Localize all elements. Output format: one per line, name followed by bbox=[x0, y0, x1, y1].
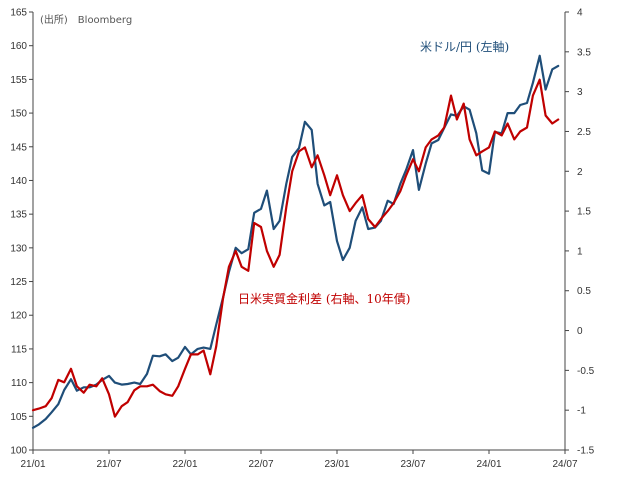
right-tick-label: 0 bbox=[577, 326, 583, 337]
right-tick-label: -1 bbox=[577, 406, 586, 417]
right-tick-label: 0.5 bbox=[577, 286, 591, 297]
right-tick-label: 3.5 bbox=[577, 47, 591, 58]
x-tick-label: 24/01 bbox=[476, 459, 501, 470]
left-tick-label: 145 bbox=[10, 142, 27, 153]
x-tick-label: 22/01 bbox=[172, 459, 197, 470]
x-tick-label: 23/07 bbox=[400, 459, 425, 470]
right-axis-ticks: -1.5 -1 -0.5 0 0.5 1 1.5 2 2.5 3 3.5 4 bbox=[565, 8, 595, 457]
real-rate-diff-label: 日米実質金利差 (右軸、10年債) bbox=[238, 291, 410, 306]
left-axis-ticks: 100 105 110 115 120 125 130 135 140 145 150 155 160 1… bbox=[10, 8, 33, 457]
x-axis-ticks: 21/01 21/07 22/01 22/07 23/01 23/07 24/01 24/07 bbox=[20, 450, 578, 470]
right-tick-label: 1 bbox=[577, 246, 583, 257]
usd-jpy-label: 米ドル/円 (左軸) bbox=[420, 39, 509, 54]
right-tick-label: -0.5 bbox=[577, 366, 595, 377]
x-tick-label: 23/01 bbox=[324, 459, 349, 470]
left-tick-label: 115 bbox=[11, 344, 27, 355]
source-note: (出所) Bloomberg bbox=[40, 13, 132, 26]
right-tick-label: -1.5 bbox=[577, 446, 595, 457]
x-tick-label: 22/07 bbox=[248, 459, 273, 470]
x-tick-label: 24/07 bbox=[552, 459, 577, 470]
right-tick-label: 1.5 bbox=[577, 207, 591, 218]
left-tick-label: 140 bbox=[10, 176, 27, 187]
x-tick-label: 21/07 bbox=[96, 459, 121, 470]
axes bbox=[32, 12, 566, 451]
left-tick-label: 120 bbox=[10, 311, 27, 322]
real-rate-diff-line bbox=[31, 78, 560, 418]
left-tick-label: 150 bbox=[10, 109, 27, 120]
series-lines bbox=[31, 54, 560, 429]
left-tick-label: 160 bbox=[10, 41, 27, 52]
left-tick-label: 105 bbox=[10, 412, 27, 423]
x-tick-label: 21/01 bbox=[20, 459, 45, 470]
usd-jpy-line bbox=[31, 54, 560, 429]
left-tick-label: 125 bbox=[10, 277, 27, 288]
left-tick-label: 165 bbox=[10, 8, 27, 19]
left-tick-label: 100 bbox=[10, 446, 27, 457]
right-tick-label: 2 bbox=[577, 167, 583, 178]
left-tick-label: 130 bbox=[10, 243, 27, 254]
left-tick-label: 135 bbox=[10, 210, 27, 221]
left-tick-label: 155 bbox=[10, 75, 27, 86]
right-tick-label: 3 bbox=[577, 87, 583, 98]
right-tick-label: 2.5 bbox=[577, 127, 591, 138]
left-tick-label: 110 bbox=[11, 378, 27, 389]
right-tick-label: 4 bbox=[577, 8, 583, 19]
